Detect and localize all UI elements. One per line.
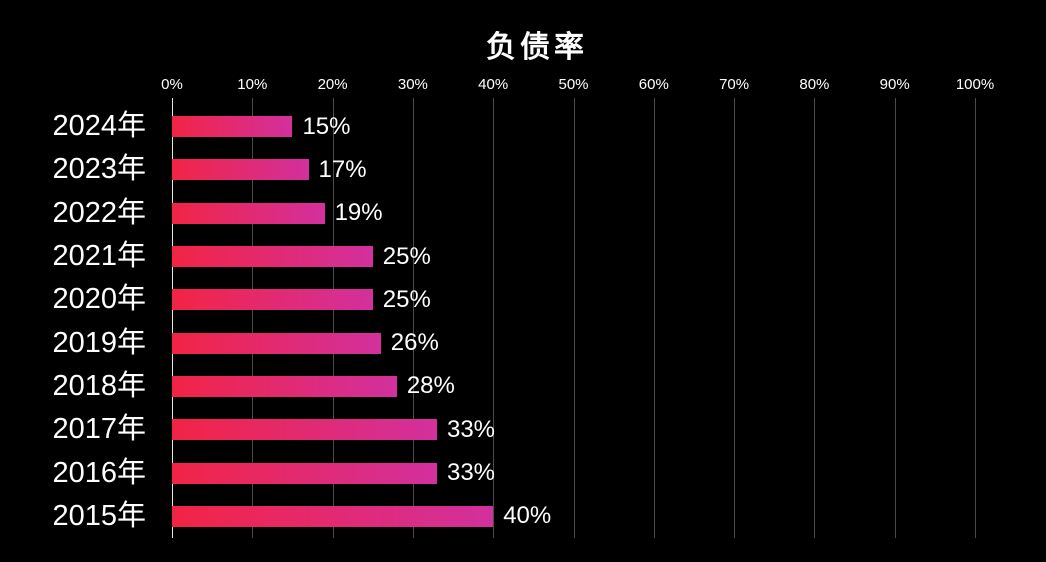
gridline <box>252 98 254 538</box>
gridline <box>653 98 655 538</box>
bar-track: 28% <box>172 365 975 408</box>
value-label: 40% <box>503 502 552 530</box>
bar-row: 2016年 33% <box>0 451 1046 494</box>
gridline <box>172 98 173 538</box>
value-label: 25% <box>382 242 431 270</box>
bar <box>172 202 325 224</box>
year-label: 2018年 <box>52 369 146 402</box>
bar <box>172 289 373 311</box>
x-axis-tick-label: 40% <box>478 76 509 93</box>
x-axis-tick-label: 30% <box>397 76 428 93</box>
x-axis-tick-label: 60% <box>638 76 669 93</box>
gridline <box>332 98 334 538</box>
bar <box>172 375 397 397</box>
bar-track: 17% <box>172 148 975 191</box>
year-label: 2022年 <box>52 196 146 229</box>
bar-track: 26% <box>172 321 975 364</box>
bar-row: 2019年 26% <box>0 321 1046 364</box>
year-label: 2020年 <box>52 283 146 316</box>
value-label: 33% <box>446 415 496 443</box>
bar-row: 2022年 19% <box>0 192 1046 235</box>
bar-track: 33% <box>172 451 975 494</box>
bar <box>172 462 437 484</box>
x-axis-tick-label: 50% <box>558 76 589 93</box>
bar-row: 2023年 17% <box>0 148 1046 191</box>
x-axis-tick-label: 80% <box>799 76 830 93</box>
value-label: 25% <box>382 285 431 313</box>
x-axis-tick-label: 10% <box>237 76 268 93</box>
value-label: 17% <box>318 155 367 183</box>
plot-area <box>172 98 976 538</box>
bar-row: 2017年 33% <box>0 408 1046 451</box>
gridline <box>975 98 976 538</box>
bar-track: 19% <box>172 192 975 235</box>
bar-row: 2015年 40% <box>0 495 1046 538</box>
gridline <box>814 98 816 538</box>
bar-row: 2024年 15% <box>0 105 1046 148</box>
gridline <box>412 98 414 538</box>
year-label: 2019年 <box>52 326 146 359</box>
x-axis: 0% 10% 20% 30% 40% 50% 60% 70% 80% 90% 100% <box>161 76 994 96</box>
chart-title: 负债率 <box>486 31 588 64</box>
bar <box>172 419 437 441</box>
gridline <box>573 98 575 538</box>
value-label: 15% <box>302 112 351 140</box>
gridline <box>894 98 896 538</box>
bar-row: 2021年 25% <box>0 235 1046 278</box>
x-axis-tick-label: 70% <box>719 76 750 93</box>
value-label: 28% <box>406 372 455 400</box>
bar <box>172 332 381 354</box>
value-label: 26% <box>390 329 439 357</box>
bar-track: 33% <box>172 408 975 451</box>
bar-track: 15% <box>172 105 975 148</box>
bar-track: 25% <box>172 278 975 321</box>
year-label: 2024年 <box>52 110 146 143</box>
x-axis-tick-label: 90% <box>879 76 910 93</box>
year-label: 2016年 <box>52 456 146 489</box>
x-axis-tick-label: 0% <box>161 76 183 93</box>
bar <box>172 505 494 527</box>
value-label: 19% <box>334 199 383 227</box>
bar-row: 2018年 28% <box>0 365 1046 408</box>
gridline <box>493 98 495 538</box>
year-label: 2015年 <box>52 499 146 532</box>
bar <box>172 159 309 181</box>
bar <box>172 116 293 138</box>
bar-row: 2020年 25% <box>0 278 1046 321</box>
bar-track: 25% <box>172 235 975 278</box>
bar <box>172 246 373 268</box>
year-label: 2021年 <box>52 240 146 273</box>
value-label: 33% <box>446 459 496 487</box>
bar-track: 40% <box>172 495 975 538</box>
gridline <box>734 98 736 538</box>
x-axis-tick-label: 100% <box>955 76 995 93</box>
chart-body: 2024年 15% 2023年 17% 2022年 19% 2021年 25% <box>0 105 1046 538</box>
x-axis-tick-label: 20% <box>317 76 348 93</box>
year-label: 2023年 <box>52 153 146 186</box>
year-label: 2017年 <box>52 413 146 446</box>
